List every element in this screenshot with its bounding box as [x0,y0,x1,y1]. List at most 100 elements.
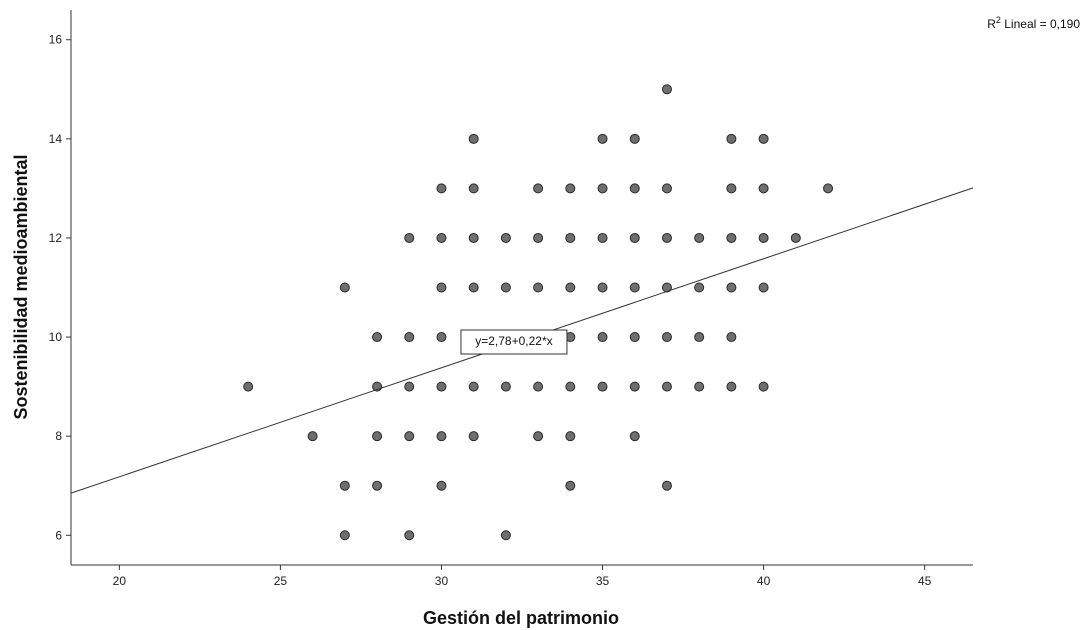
x-tick-label: 40 [757,574,771,588]
data-point [533,431,544,442]
data-point [372,332,383,343]
data-point [694,332,705,343]
data-point [339,282,350,293]
equation-box [460,329,568,355]
y-tick-label: 12 [49,231,63,245]
y-tick-label: 8 [55,429,62,443]
data-point [629,133,640,144]
data-point [661,282,672,293]
data-point [565,282,576,293]
x-tick-label: 45 [918,574,932,588]
data-points [243,84,834,541]
x-tick-label: 25 [274,574,288,588]
data-point [726,381,737,392]
x-tick-label: 30 [435,574,449,588]
data-point [533,381,544,392]
data-point [339,480,350,491]
data-point [436,183,447,194]
data-point [436,480,447,491]
data-point [758,133,769,144]
data-point [758,232,769,243]
y-tick-label: 14 [49,132,63,146]
data-point [565,431,576,442]
y-tick-label: 6 [55,528,62,542]
data-point [629,282,640,293]
data-point [307,431,318,442]
data-point [629,232,640,243]
data-point [404,431,415,442]
equation-text: y=2,78+0,22*x [475,334,552,348]
data-point [629,332,640,343]
data-point [597,232,608,243]
data-point [726,232,737,243]
data-point [500,232,511,243]
x-tick-label: 20 [113,574,127,588]
y-axis-title: Sostenibilidad medioambiental [11,154,31,419]
data-point [243,381,254,392]
data-point [694,232,705,243]
data-point [629,431,640,442]
data-point [597,381,608,392]
equation-label: y=2,78+0,22*x [460,329,568,355]
data-point [372,431,383,442]
data-point [404,381,415,392]
data-point [565,381,576,392]
data-point [565,183,576,194]
data-point [468,232,479,243]
data-point [661,332,672,343]
data-point [726,183,737,194]
data-point [500,282,511,293]
data-point [436,431,447,442]
y-ticks: 6 8 10 12 14 16 [49,33,71,542]
data-point [726,332,737,343]
r2-label: R2 Lineal = 0,190 [987,15,1080,31]
data-point [533,183,544,194]
y-tick-label: 16 [49,33,63,47]
data-point [726,282,737,293]
data-point [694,381,705,392]
data-point [661,480,672,491]
data-point [372,480,383,491]
data-point [404,232,415,243]
data-point [500,381,511,392]
y-tick-label: 10 [49,330,63,344]
data-point [468,133,479,144]
data-point [758,381,769,392]
data-point [823,183,834,194]
data-point [597,183,608,194]
data-point [404,530,415,541]
data-point [565,232,576,243]
data-point [661,381,672,392]
data-point [468,431,479,442]
data-point [436,381,447,392]
data-point [436,282,447,293]
data-point [468,381,479,392]
data-point [597,282,608,293]
data-point [597,133,608,144]
data-point [726,133,737,144]
data-point [758,282,769,293]
data-point [790,232,801,243]
data-point [436,232,447,243]
data-point [661,183,672,194]
data-point [597,332,608,343]
x-axis-title: Gestión del patrimonio [423,608,619,628]
data-point [404,332,415,343]
data-point [629,381,640,392]
data-point [694,282,705,293]
data-point [758,183,769,194]
data-point [468,183,479,194]
x-tick-label: 35 [596,574,610,588]
data-point [533,282,544,293]
axes [70,10,973,566]
data-point [339,530,350,541]
data-point [533,232,544,243]
data-point [436,332,447,343]
data-point [629,183,640,194]
data-point [468,282,479,293]
data-point [661,232,672,243]
x-ticks: 20 25 30 35 40 45 [113,565,932,588]
data-point [565,480,576,491]
data-point [661,84,672,95]
